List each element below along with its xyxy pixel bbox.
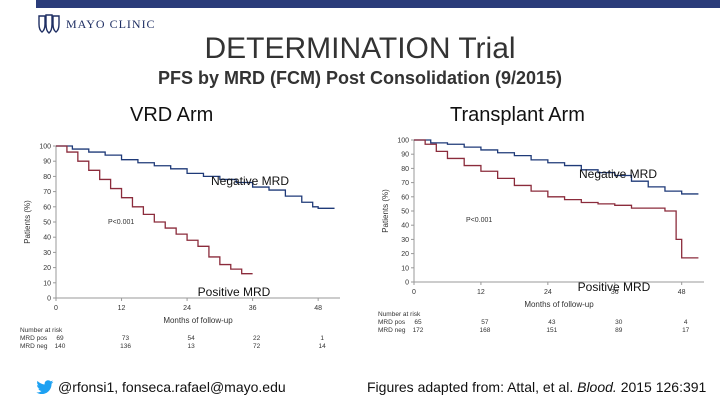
y-tick-label: 20 <box>401 251 409 258</box>
y-tick-label: 100 <box>39 144 51 151</box>
y-tick-label: 70 <box>401 180 409 187</box>
risk-row-value: 30 <box>615 319 623 326</box>
risk-row-label: MRD neg <box>378 327 406 334</box>
risk-row-value: 22 <box>253 335 261 342</box>
x-tick-label: 24 <box>183 305 191 312</box>
negative-mrd-label: Negative MRD <box>579 167 657 181</box>
y-tick-label: 30 <box>43 250 51 257</box>
x-tick-label: 12 <box>477 289 485 296</box>
positive-mrd-curve <box>414 139 699 259</box>
y-tick-label: 30 <box>401 237 409 244</box>
y-tick-label: 10 <box>401 265 409 272</box>
risk-row-value: 17 <box>682 327 690 334</box>
y-tick-label: 80 <box>401 166 409 173</box>
risk-table-header: Number at risk <box>378 311 421 318</box>
p-value-label: P<0.001 <box>108 219 134 226</box>
risk-row-label: MRD neg <box>20 343 48 350</box>
risk-row-value: 13 <box>187 343 195 350</box>
twitter-bird-icon <box>36 379 54 394</box>
x-tick-label: 48 <box>314 305 322 312</box>
x-tick-label: 24 <box>544 289 552 296</box>
risk-row-label: MRD pos <box>378 319 406 326</box>
y-tick-label: 70 <box>43 189 51 196</box>
y-tick-label: 50 <box>43 220 51 227</box>
y-tick-label: 100 <box>397 138 409 145</box>
footer-contact: @rfonsi1, fonseca.rafael@mayo.edu <box>36 379 286 395</box>
slide-title: DETERMINATION Trial <box>204 32 516 65</box>
transplant-arm-chart: 0 10 20 30 40 50 60 70 80 90 100 0 12 24 36 48 Months of… <box>378 138 704 334</box>
risk-row-value: 73 <box>122 335 130 342</box>
risk-row-value: 14 <box>319 343 327 350</box>
x-tick-label: 36 <box>611 289 619 296</box>
y-tick-label: 80 <box>43 174 51 181</box>
y-tick-label: 10 <box>43 280 51 287</box>
x-axis-label: Months of follow-up <box>163 316 233 325</box>
risk-row-value: 69 <box>56 335 64 342</box>
citation-prefix: Figures adapted from: Attal, et al. <box>367 379 578 395</box>
vrd-arm-chart: 0 10 20 30 40 50 60 70 80 90 100 0 12 24 36 48 Months of… <box>20 144 340 350</box>
positive-mrd-curve <box>56 145 253 275</box>
y-tick-label: 0 <box>47 296 51 303</box>
y-axis-label: Patients (%) <box>381 189 390 233</box>
logo-text: MAYO CLINIC <box>66 16 156 31</box>
risk-row-value: 140 <box>55 343 66 350</box>
contact-text: @rfonsi1, fonseca.rafael@mayo.edu <box>58 379 286 395</box>
positive-mrd-label: Positive MRD <box>578 280 651 294</box>
risk-row-value: 54 <box>187 335 195 342</box>
risk-row-value: 65 <box>414 319 422 326</box>
y-tick-label: 40 <box>401 223 409 230</box>
x-tick-label: 0 <box>54 305 58 312</box>
risk-row-value: 136 <box>120 343 131 350</box>
risk-row-value: 4 <box>684 319 688 326</box>
citation-journal: Blood. <box>577 379 617 395</box>
p-value-label: P<0.001 <box>466 217 492 224</box>
top-accent-bar <box>36 0 720 8</box>
positive-mrd-label: Positive MRD <box>198 285 271 299</box>
y-tick-label: 90 <box>43 159 51 166</box>
x-tick-label: 0 <box>412 289 416 296</box>
risk-row-value: 1 <box>320 335 324 342</box>
risk-row-value: 168 <box>479 327 490 334</box>
mayo-clinic-logo: MAYO CLINIC <box>38 14 156 34</box>
y-tick-label: 90 <box>401 152 409 159</box>
y-tick-label: 50 <box>401 209 409 216</box>
risk-row-value: 43 <box>548 319 556 326</box>
y-axis-label: Patients (%) <box>23 200 32 244</box>
mayo-shields-icon <box>38 14 60 34</box>
risk-row-value: 57 <box>481 319 489 326</box>
transplant-arm-title: Transplant Arm <box>450 104 585 126</box>
x-tick-label: 12 <box>118 305 126 312</box>
citation: Figures adapted from: Attal, et al. Bloo… <box>367 379 706 395</box>
y-tick-label: 0 <box>405 280 409 287</box>
negative-mrd-curve <box>414 139 699 195</box>
x-axis-label: Months of follow-up <box>524 300 594 309</box>
risk-row-value: 151 <box>546 327 557 334</box>
risk-row-value: 89 <box>615 327 623 334</box>
negative-mrd-label: Negative MRD <box>211 174 289 188</box>
risk-table-header: Number at risk <box>20 327 63 334</box>
risk-row-label: MRD pos <box>20 335 48 342</box>
slide-subtitle: PFS by MRD (FCM) Post Consolidation (9/2… <box>157 68 563 88</box>
negative-mrd-curve <box>56 145 335 209</box>
y-tick-label: 60 <box>43 204 51 211</box>
y-tick-label: 40 <box>43 235 51 242</box>
vrd-arm-title: VRD Arm <box>130 104 214 126</box>
risk-row-value: 72 <box>253 343 261 350</box>
y-tick-label: 60 <box>401 194 409 201</box>
x-tick-label: 36 <box>249 305 257 312</box>
x-tick-label: 48 <box>678 289 686 296</box>
citation-suffix: 2015 126:391 <box>616 379 707 395</box>
risk-row-value: 172 <box>413 327 424 334</box>
y-tick-label: 20 <box>43 265 51 272</box>
